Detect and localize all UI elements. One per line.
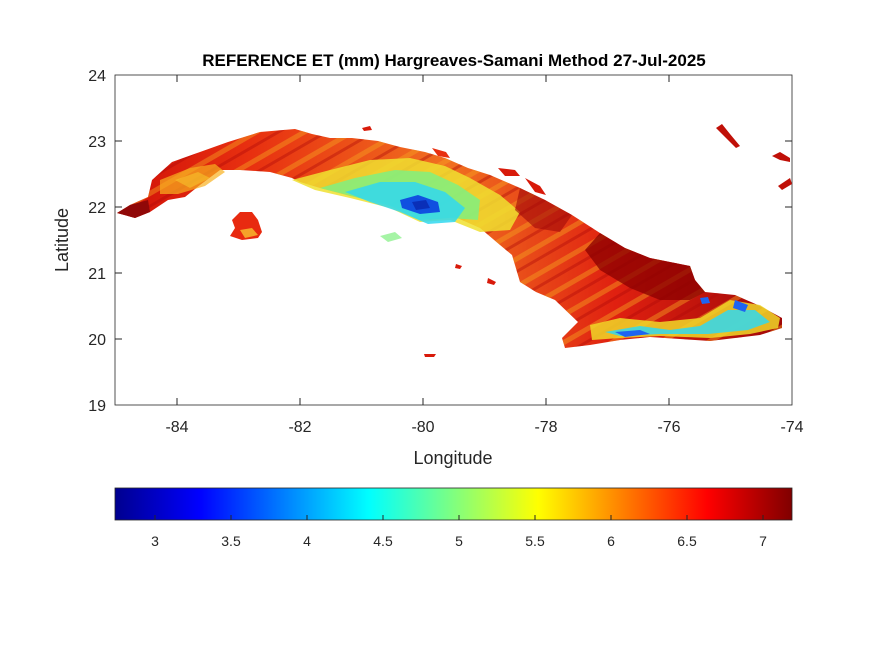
colorbar: 3 3.5 4 4.5 5 5.5 6 6.5 7: [114, 487, 793, 549]
x-tick-label: -76: [657, 419, 680, 436]
y-tick-label: 19: [88, 398, 106, 415]
colorbar-tick-label: 3: [151, 533, 159, 549]
x-tick-label: -74: [780, 419, 803, 436]
colorbar-tick-label: 5: [455, 533, 463, 549]
x-tick-label: -80: [411, 419, 434, 436]
y-tick-label: 21: [88, 266, 106, 283]
cuba-et-map: [117, 124, 792, 357]
southeast-low-et-cyan: [605, 310, 770, 336]
y-tick-label: 20: [88, 332, 106, 349]
y-axis-label: Latitude: [52, 208, 72, 272]
y-tick-label: 24: [88, 68, 106, 85]
y-tick-label: 23: [88, 134, 106, 151]
y-axis: 19 20 21 22 23 24 Latitude: [52, 68, 792, 415]
map-title: REFERENCE ET (mm) Hargreaves-Samani Meth…: [202, 51, 706, 70]
x-axis: -84 -82 -80 -78 -76 -74 Longitude: [165, 75, 804, 468]
x-tick-label: -84: [165, 419, 188, 436]
x-tick-label: -82: [288, 419, 311, 436]
colorbar-tick-label: 4.5: [373, 533, 393, 549]
plot-area: [114, 74, 793, 406]
x-axis-label: Longitude: [413, 448, 492, 468]
colorbar-tick-label: 5.5: [525, 533, 545, 549]
x-tick-label: -78: [534, 419, 557, 436]
colorbar-tick-label: 6: [607, 533, 615, 549]
colorbar-tick-label: 4: [303, 533, 311, 549]
y-tick-label: 22: [88, 200, 106, 217]
colorbar-gradient: [114, 487, 793, 521]
colorbar-tick-label: 3.5: [221, 533, 241, 549]
colorbar-tick-label: 6.5: [677, 533, 697, 549]
colorbar-tick-label: 7: [759, 533, 767, 549]
